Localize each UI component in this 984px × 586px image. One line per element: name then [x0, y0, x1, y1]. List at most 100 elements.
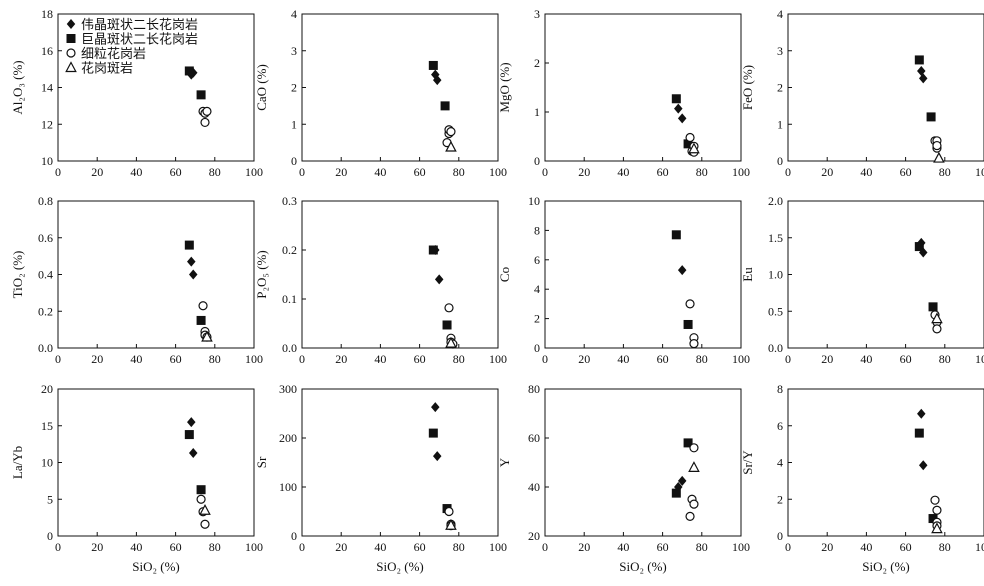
plot-frame [301, 13, 499, 162]
data-point-square [440, 101, 450, 111]
plot-10: 0 20 40 60 80 100 0 100 200 300 Sr SiO₂ (%) [254, 382, 507, 574]
y-tick-label: 2 [291, 81, 297, 95]
y-tick-label: 100 [279, 480, 297, 494]
data-point-circle [932, 324, 942, 334]
plot-frame [544, 388, 742, 537]
x-tick-label: 60 [900, 165, 912, 179]
plot-6: 0 20 40 60 80 100 0.0 0.1 0.2 0.3 P₂O₅ (%) [254, 194, 507, 366]
x-tick-label: 40 [617, 352, 629, 366]
x-tick-label: 0 [55, 352, 61, 366]
y-tick-label: 4 [777, 456, 783, 470]
data-point-square [184, 430, 194, 440]
x-tick-label: 40 [130, 352, 142, 366]
y-tick-label: 0 [534, 154, 540, 168]
data-point-diamond [187, 417, 196, 428]
y-tick-label: 2 [777, 81, 783, 95]
x-tick-label: 40 [130, 540, 142, 554]
x-tick-label: 40 [374, 352, 386, 366]
x-tick-label: 20 [91, 165, 103, 179]
y-tick-label: 20 [41, 382, 53, 396]
y-tick-label: 15 [41, 419, 53, 433]
data-point-diamond [677, 475, 687, 486]
y-tick-label: 16 [41, 44, 53, 58]
plot-4: 0 20 40 60 80 100 0 1 2 3 4 FeO (%) [740, 7, 984, 179]
x-tick-label: 100 [489, 352, 507, 366]
data-point-triangle [688, 461, 700, 472]
x-axis-label: SiO₂ (%) [376, 559, 424, 574]
x-tick-label: 0 [785, 352, 791, 366]
x-tick-label: 100 [245, 352, 263, 366]
x-tick-label: 0 [55, 165, 61, 179]
x-tick-label: 100 [732, 352, 750, 366]
y-tick-label: 0.3 [282, 194, 297, 208]
legend-label: 细粒花岗岩 [81, 46, 146, 61]
data-point-triangle [201, 330, 213, 342]
data-point-triangle [931, 312, 943, 324]
x-tick-label: 100 [489, 540, 507, 554]
data-point-triangle [199, 503, 211, 515]
plot-1: 0 20 40 60 80 100 10 12 14 16 18 Al₂O₃ (%) [10, 7, 263, 179]
x-tick-label: 60 [170, 165, 182, 179]
x-tick-label: 80 [453, 165, 465, 179]
data-point-circle [689, 443, 699, 453]
y-tick-label: 0.8 [38, 194, 53, 208]
y-tick-label: 4 [534, 282, 540, 296]
y-axis-label: CaO (%) [254, 64, 269, 111]
y-tick-label: 0 [777, 154, 783, 168]
data-point-square [928, 302, 938, 312]
data-point-square [442, 320, 452, 330]
y-tick-label: 0 [291, 529, 297, 543]
y-tick-label: 2 [534, 312, 540, 326]
y-tick-label: 10 [41, 154, 53, 168]
data-point-square [671, 94, 681, 104]
x-tick-label: 0 [299, 165, 305, 179]
x-tick-label: 80 [453, 540, 465, 554]
data-point-circle [685, 511, 695, 522]
data-point-square [196, 315, 206, 325]
x-tick-label: 60 [657, 352, 669, 366]
plot-9: 0 20 40 60 80 100 0 5 10 15 20 La/Yb SiO₂ (%) [10, 382, 263, 574]
x-tick-label: 40 [374, 540, 386, 554]
data-point-circle [198, 301, 208, 311]
y-tick-label: 60 [528, 431, 540, 445]
data-point-diamond [918, 460, 928, 471]
x-tick-label: 40 [860, 540, 872, 554]
y-tick-label: 20 [528, 529, 540, 543]
x-tick-label: 0 [299, 352, 305, 366]
x-tick-label: 80 [209, 352, 221, 366]
x-tick-label: 20 [91, 540, 103, 554]
legend-label: 巨晶斑状二长花岗岩 [81, 32, 198, 47]
x-tick-label: 60 [170, 352, 182, 366]
x-tick-label: 20 [578, 540, 590, 554]
x-tick-label: 80 [696, 540, 708, 554]
x-tick-label: 100 [245, 540, 263, 554]
data-point-circle [689, 338, 699, 349]
y-axis-label: La/Yb [10, 446, 25, 479]
plot-frame [787, 388, 984, 537]
data-point-triangle [688, 142, 700, 154]
x-tick-label: 80 [939, 352, 951, 366]
y-tick-label: 0.5 [768, 304, 783, 318]
x-tick-label: 60 [170, 540, 182, 554]
data-point-square [184, 240, 194, 250]
data-point-circle [444, 303, 454, 313]
x-tick-label: 60 [657, 540, 669, 554]
x-tick-label: 20 [578, 352, 590, 366]
data-point-square [671, 488, 681, 498]
data-point-square [683, 319, 693, 329]
y-tick-label: 10 [41, 456, 53, 470]
y-tick-label: 0 [777, 529, 783, 543]
data-point-circle [444, 506, 454, 517]
y-axis-label: MgO (%) [497, 62, 512, 112]
data-point-square [926, 112, 936, 122]
y-tick-label: 3 [777, 44, 783, 58]
data-point-square [184, 66, 194, 76]
data-point-diamond [432, 451, 442, 462]
data-point-diamond [677, 265, 687, 276]
y-tick-label: 0.0 [768, 341, 783, 355]
data-point-circle [200, 117, 210, 128]
y-tick-label: 40 [528, 480, 540, 494]
x-tick-label: 60 [657, 165, 669, 179]
